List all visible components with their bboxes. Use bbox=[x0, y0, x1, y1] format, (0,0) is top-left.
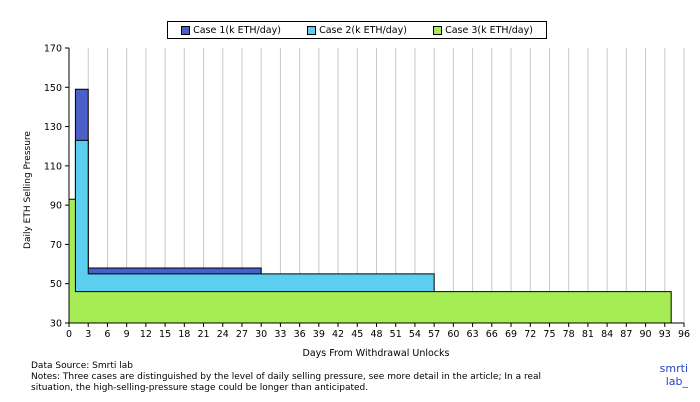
brand-logo: smrti lab_ bbox=[648, 362, 688, 388]
x-tick-label: 27 bbox=[236, 329, 248, 340]
x-tick-label: 12 bbox=[140, 329, 152, 340]
x-tick-label: 3 bbox=[85, 329, 91, 340]
x-tick-label: 36 bbox=[294, 329, 306, 340]
x-tick-label: 9 bbox=[124, 329, 130, 340]
y-tick-label: 150 bbox=[44, 83, 62, 94]
data-source-text: Data Source: Smrti lab bbox=[31, 361, 133, 371]
legend-swatch-case-1 bbox=[181, 25, 191, 35]
x-tick-label: 72 bbox=[524, 329, 536, 340]
axes bbox=[65, 47, 685, 327]
brand-line-1: smrti bbox=[659, 362, 688, 375]
notes-line-2: situation, the high-selling-pressure sta… bbox=[31, 383, 369, 393]
x-tick-label: 42 bbox=[332, 329, 344, 340]
legend-label-case-3: Case 3(k ETH/day) bbox=[445, 24, 533, 36]
x-tick-label: 60 bbox=[447, 329, 459, 340]
legend-item-case-2: Case 2(k ETH/day) bbox=[307, 25, 407, 36]
x-tick-label: 21 bbox=[197, 329, 209, 340]
x-tick-label: 48 bbox=[370, 329, 382, 340]
x-tick-label: 54 bbox=[409, 329, 421, 340]
x-tick-label: 30 bbox=[255, 329, 267, 340]
x-tick-label: 87 bbox=[620, 329, 632, 340]
legend-swatch-case-3 bbox=[433, 25, 443, 35]
x-tick-label: 0 bbox=[66, 329, 72, 340]
legend-item-case-3: Case 3(k ETH/day) bbox=[433, 25, 533, 36]
x-tick-label: 57 bbox=[428, 329, 440, 340]
y-tick-label: 170 bbox=[44, 44, 62, 55]
x-tick-label: 90 bbox=[640, 329, 652, 340]
x-tick-label: 15 bbox=[159, 329, 171, 340]
y-axis-label: Daily ETH Selling Pressure bbox=[23, 131, 33, 249]
x-tick-label: 45 bbox=[351, 329, 363, 340]
x-tick-label: 24 bbox=[217, 329, 229, 340]
x-tick-label: 75 bbox=[543, 329, 555, 340]
chart-notes: Data Source: Smrti lab Notes: Three case… bbox=[31, 361, 621, 394]
x-tick-label: 81 bbox=[582, 329, 594, 340]
x-tick-label: 51 bbox=[390, 329, 402, 340]
y-tick-labels: 30 50 70 90 110 130 150 170 bbox=[44, 44, 62, 330]
legend-label-case-1: Case 1(k ETH/day) bbox=[193, 24, 281, 36]
legend: Case 1(k ETH/day) Case 2(k ETH/day) Case… bbox=[167, 21, 547, 39]
x-tick-label: 6 bbox=[104, 329, 110, 340]
legend-label-case-2: Case 2(k ETH/day) bbox=[319, 24, 407, 36]
brand-line-2: lab_ bbox=[665, 375, 688, 388]
series-area-case-3 bbox=[68, 198, 672, 324]
x-tick-label: 84 bbox=[601, 329, 613, 340]
x-tick-label: 39 bbox=[313, 329, 325, 340]
x-tick-label: 96 bbox=[678, 329, 690, 340]
y-tick-label: 90 bbox=[50, 201, 62, 212]
legend-swatch-case-2 bbox=[307, 25, 317, 35]
y-tick-label: 50 bbox=[50, 279, 62, 290]
legend-item-case-1: Case 1(k ETH/day) bbox=[181, 25, 281, 36]
y-tick-label: 130 bbox=[44, 122, 62, 133]
series-layer bbox=[68, 88, 672, 324]
y-tick-label: 110 bbox=[44, 161, 62, 172]
x-tick-label: 18 bbox=[178, 329, 190, 340]
x-tick-labels: 0 3 6 9 12 15 18 21 24 27 30 33 36 39 42 45 48 51 54 57 60 63… bbox=[66, 329, 690, 340]
y-tick-label: 70 bbox=[50, 240, 62, 251]
y-tick-label: 30 bbox=[50, 319, 62, 330]
x-tick-label: 66 bbox=[486, 329, 498, 340]
x-tick-label: 63 bbox=[467, 329, 479, 340]
x-tick-label: 93 bbox=[659, 329, 671, 340]
x-axis-label: Days From Withdrawal Unlocks bbox=[303, 348, 450, 359]
x-tick-label: 78 bbox=[563, 329, 575, 340]
x-tick-label: 33 bbox=[274, 329, 286, 340]
notes-line-1: Notes: Three cases are distinguished by … bbox=[31, 372, 542, 382]
x-tick-label: 69 bbox=[505, 329, 517, 340]
